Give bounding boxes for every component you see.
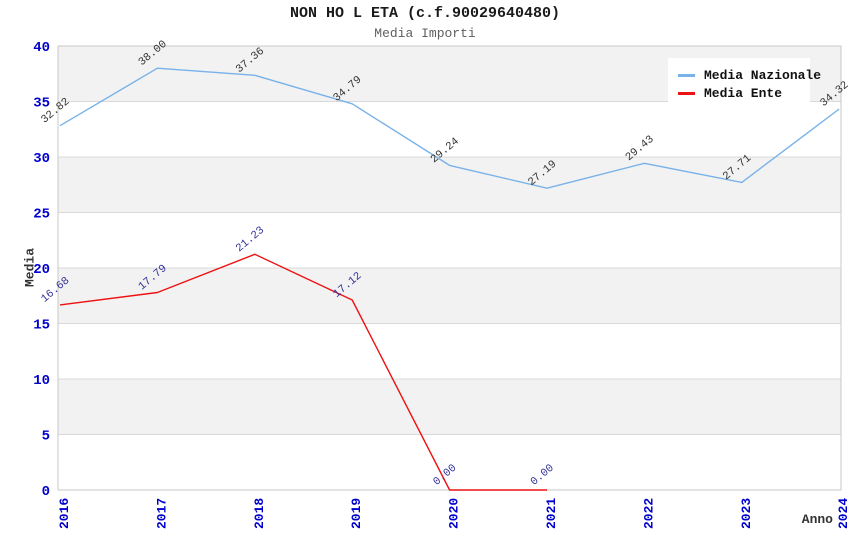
x-tick-label: 2019: [349, 498, 364, 529]
legend: Media Nazionale Media Ente: [668, 58, 821, 111]
x-tick-label: 2024: [836, 498, 850, 529]
x-tick-label: 2016: [57, 498, 72, 529]
y-tick-label: 10: [33, 373, 50, 389]
plot-band: [58, 268, 841, 324]
chart-subtitle: Media Importi: [374, 26, 476, 41]
y-tick-label: 25: [33, 207, 50, 223]
data-label-media-ente: 21.23: [234, 225, 267, 255]
y-tick-label: 35: [33, 96, 50, 112]
legend-swatch-red-line-icon: [678, 92, 695, 95]
data-label-media-ente: 0.00: [529, 462, 557, 488]
y-axis-title: Media: [22, 248, 38, 288]
legend-label: Media Ente: [704, 86, 783, 101]
y-tick-label: 40: [33, 40, 50, 56]
y-tick-label: 30: [33, 151, 50, 167]
chart-title: NON HO L ETA (c.f.90029640480): [289, 5, 561, 22]
x-tick-label: 2018: [252, 498, 267, 529]
data-label-media-ente: 0.00: [431, 462, 459, 488]
plot-band: [58, 157, 841, 213]
y-tick-label: 5: [42, 429, 50, 445]
y-tick-label: 15: [33, 318, 50, 334]
plot-band: [58, 379, 841, 435]
legend-swatch-blue-line-icon: [678, 74, 695, 77]
x-tick-label: 2020: [447, 498, 462, 529]
legend-item-media-nazionale: Media Nazionale: [678, 68, 821, 83]
x-tick-label: 2017: [154, 498, 169, 529]
x-tick-label: 2022: [641, 498, 656, 529]
series-line-media-nazionale: [59, 67, 840, 189]
legend-label: Media Nazionale: [704, 68, 822, 83]
x-tick-label: 2023: [739, 498, 754, 529]
x-tick-label: 2021: [544, 498, 559, 529]
y-tick-label: 20: [33, 262, 50, 278]
x-axis-title: Anno: [801, 512, 833, 527]
series-line-media-ente: [59, 253, 547, 491]
legend-item-media-ente: Media Ente: [678, 86, 800, 101]
y-tick-label: 0: [42, 484, 50, 500]
